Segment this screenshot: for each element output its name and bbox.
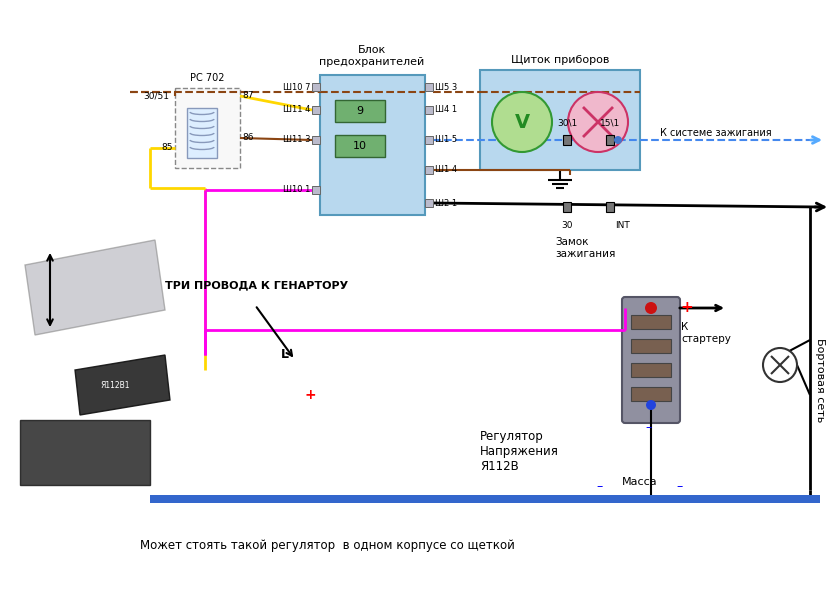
Text: V: V <box>515 112 530 131</box>
Bar <box>187 108 217 158</box>
Bar <box>312 106 320 114</box>
Text: Бортовая сеть: Бортовая сеть <box>815 338 825 422</box>
Text: Ш11 3: Ш11 3 <box>282 136 310 144</box>
Bar <box>480 70 640 170</box>
Text: –: – <box>646 421 652 435</box>
Bar <box>335 100 385 122</box>
Text: К
стартеру: К стартеру <box>681 322 731 344</box>
Text: Ш2 1: Ш2 1 <box>435 198 457 208</box>
Bar <box>563 202 571 212</box>
Bar <box>631 339 671 353</box>
Text: +: + <box>304 388 316 402</box>
Text: 87: 87 <box>242 91 254 100</box>
Bar <box>425 83 433 91</box>
Text: 30/51: 30/51 <box>143 91 169 100</box>
Text: 30\1: 30\1 <box>557 119 577 128</box>
Text: 85: 85 <box>161 143 173 152</box>
Text: Ш1 5: Ш1 5 <box>435 136 457 144</box>
Circle shape <box>645 302 657 314</box>
Circle shape <box>614 136 622 144</box>
Bar <box>425 136 433 144</box>
Bar <box>631 315 671 329</box>
Text: Ш11 4: Ш11 4 <box>282 106 310 115</box>
Bar <box>425 166 433 174</box>
Bar <box>335 135 385 157</box>
Bar <box>631 387 671 401</box>
Text: 86: 86 <box>242 134 254 143</box>
Text: –: – <box>597 481 603 494</box>
Bar <box>20 420 150 485</box>
Text: INT: INT <box>614 221 629 230</box>
Text: К системе зажигания: К системе зажигания <box>660 128 772 138</box>
Text: 15\1: 15\1 <box>600 119 620 128</box>
Circle shape <box>492 92 552 152</box>
Bar <box>606 202 614 212</box>
Text: Может стоять такой регулятор  в одном корпусе со щеткой: Может стоять такой регулятор в одном кор… <box>140 538 515 552</box>
Bar <box>563 135 571 145</box>
Text: Масса: Масса <box>622 477 658 487</box>
Text: –: – <box>677 481 683 494</box>
Text: Щиток приборов: Щиток приборов <box>511 55 609 65</box>
Bar <box>312 136 320 144</box>
Bar <box>175 88 240 168</box>
Text: Ш4 1: Ш4 1 <box>435 106 457 115</box>
Text: Замок
зажигания: Замок зажигания <box>555 237 615 259</box>
Text: Я112В1: Я112В1 <box>101 381 130 390</box>
Text: РС 702: РС 702 <box>189 73 225 83</box>
Bar <box>425 199 433 207</box>
Text: +: + <box>680 300 693 315</box>
Text: Регулятор
Напряжения
Я112В: Регулятор Напряжения Я112В <box>480 430 559 473</box>
Bar <box>312 83 320 91</box>
Text: 10: 10 <box>353 141 367 151</box>
Text: ТРИ ПРОВОДА К ГЕНАРТОРУ: ТРИ ПРОВОДА К ГЕНАРТОРУ <box>165 280 349 290</box>
Bar <box>425 106 433 114</box>
Text: 30: 30 <box>561 221 572 230</box>
Bar <box>312 186 320 194</box>
Text: Ш1 4: Ш1 4 <box>435 165 457 174</box>
Bar <box>606 135 614 145</box>
Polygon shape <box>25 240 165 335</box>
Bar <box>150 495 820 503</box>
Polygon shape <box>75 355 170 415</box>
Bar <box>631 363 671 377</box>
Text: Ш10 7: Ш10 7 <box>282 82 310 91</box>
Bar <box>320 75 425 215</box>
Text: Ш10 1: Ш10 1 <box>282 186 310 195</box>
Circle shape <box>763 348 797 382</box>
Circle shape <box>646 400 656 410</box>
Circle shape <box>568 92 628 152</box>
FancyBboxPatch shape <box>622 297 680 423</box>
Text: L: L <box>281 349 289 362</box>
Text: 9: 9 <box>356 106 364 116</box>
Text: Ш5 3: Ш5 3 <box>435 82 458 91</box>
Text: Блок
предохранителей: Блок предохранителей <box>319 45 425 67</box>
